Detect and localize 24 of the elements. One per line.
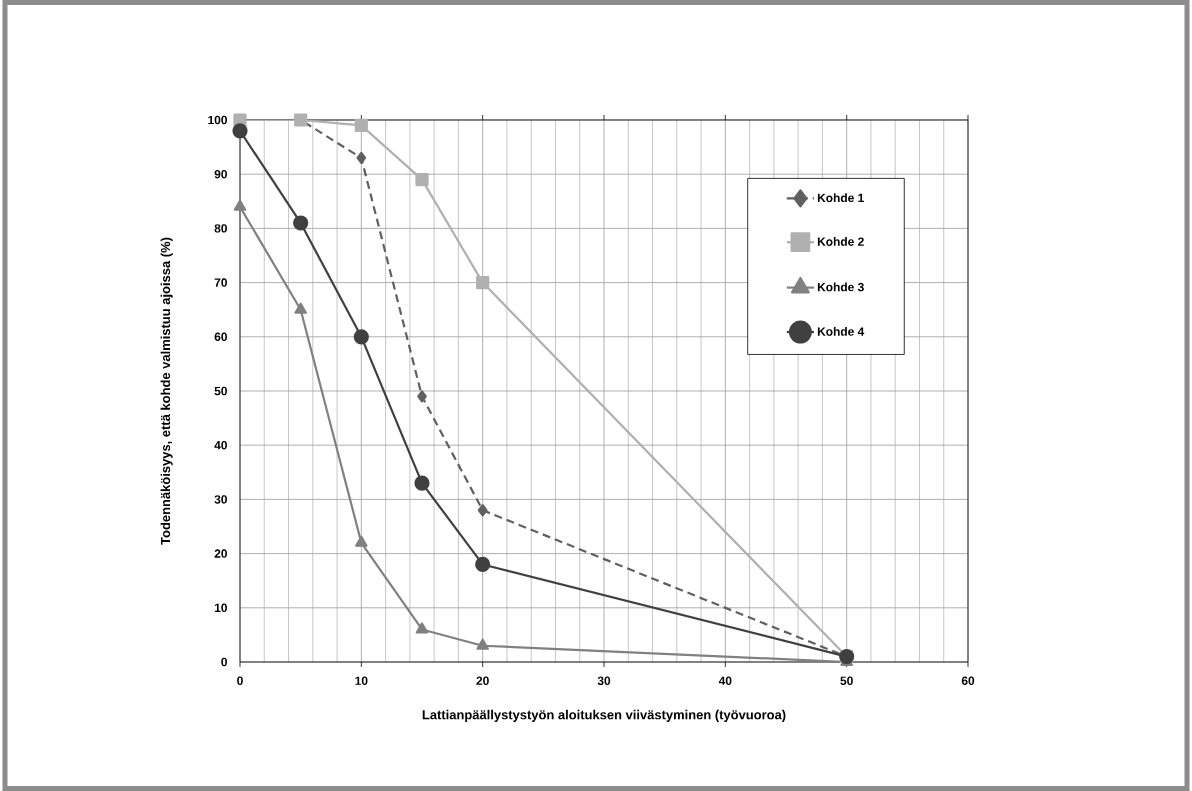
y-tick-label: 100 (208, 115, 227, 125)
y-tick-label: 90 (214, 169, 227, 179)
y-tick-label: 70 (214, 278, 227, 287)
x-tick-label: 60 (961, 676, 975, 685)
x-tick-label: 20 (476, 676, 489, 685)
legend-label: Kohde 3 (817, 282, 864, 292)
y-tick-label: 0 (221, 657, 227, 667)
x-tick-label: 0 (237, 676, 243, 685)
x-tick-label: 30 (597, 676, 611, 686)
y-tick-label: 40 (214, 440, 227, 450)
y-tick-label: 20 (214, 549, 227, 558)
x-tick-label: 50 (840, 676, 853, 685)
x-tick-label: 10 (355, 676, 368, 685)
y-tick-label: 50 (214, 386, 227, 396)
y-tick-label: 60 (214, 332, 227, 342)
legend-label: Kohde 2 (817, 237, 864, 246)
x-tick-label: 40 (718, 676, 732, 685)
y-tick-label: 10 (214, 603, 227, 613)
legend-label: Kohde 1 (817, 193, 864, 203)
y-tick-label: 80 (214, 224, 227, 233)
legend-label: Kohde 4 (817, 326, 865, 336)
y-axis-title: Todennäköisyys, että kohde valmistuu ajoissa (%) (160, 237, 173, 545)
y-tick-label: 30 (214, 495, 227, 504)
x-axis-title: Lattianpäällystystyön aloituksen viivästyminen (työvuoroa) (422, 709, 786, 722)
